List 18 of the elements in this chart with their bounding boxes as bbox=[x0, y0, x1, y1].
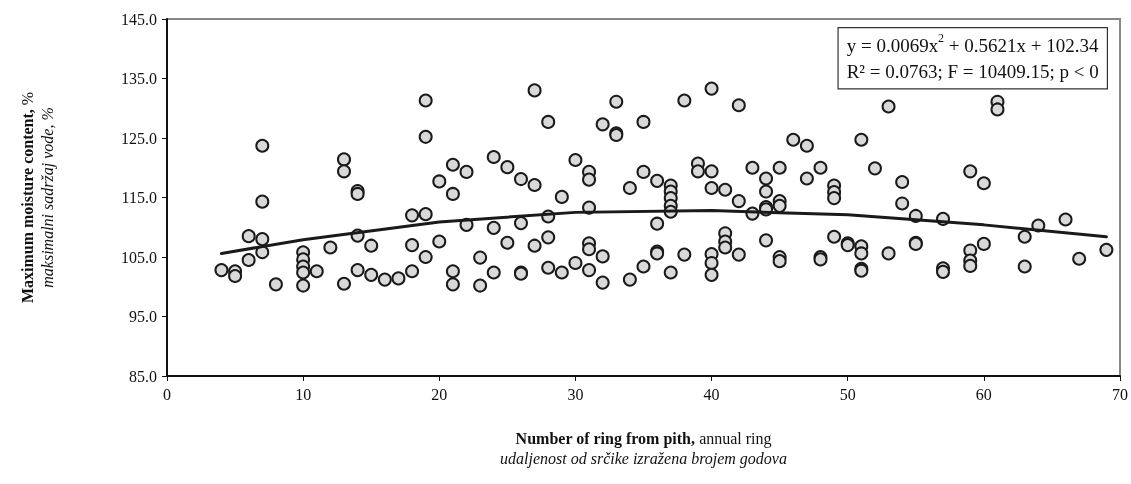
x-axis-title: Number of ring from pith, annual ring udaljenost od srčike izražena brojem godova bbox=[500, 429, 787, 468]
x-tick-label: 30 bbox=[567, 385, 584, 403]
x-tick-label: 20 bbox=[431, 385, 448, 403]
x-tick-label: 50 bbox=[839, 385, 856, 403]
x-tick-label: 70 bbox=[1112, 385, 1128, 403]
y-tick-label: 135.0 bbox=[121, 70, 157, 87]
y-tick-label: 145.0 bbox=[121, 10, 157, 28]
x-tick-label: 10 bbox=[295, 385, 312, 403]
y-axis-title: Maximum moisture content, % maksimalni sadržaj vode, % bbox=[18, 91, 57, 304]
y-tick-label: 115.0 bbox=[121, 189, 157, 206]
x-tick-label: 0 bbox=[163, 385, 171, 403]
x-tick-label: 40 bbox=[703, 385, 720, 403]
annotation: R² = 0.0763; F = 10409.15; p < 0 bbox=[846, 60, 1099, 82]
y-tick-label: 85.0 bbox=[129, 367, 157, 385]
y-tick-label: 125.0 bbox=[121, 129, 157, 147]
x-tick-label: 60 bbox=[975, 385, 992, 403]
y-tick-label: 105.0 bbox=[121, 248, 157, 266]
y-tick-label: 95.0 bbox=[129, 308, 157, 325]
